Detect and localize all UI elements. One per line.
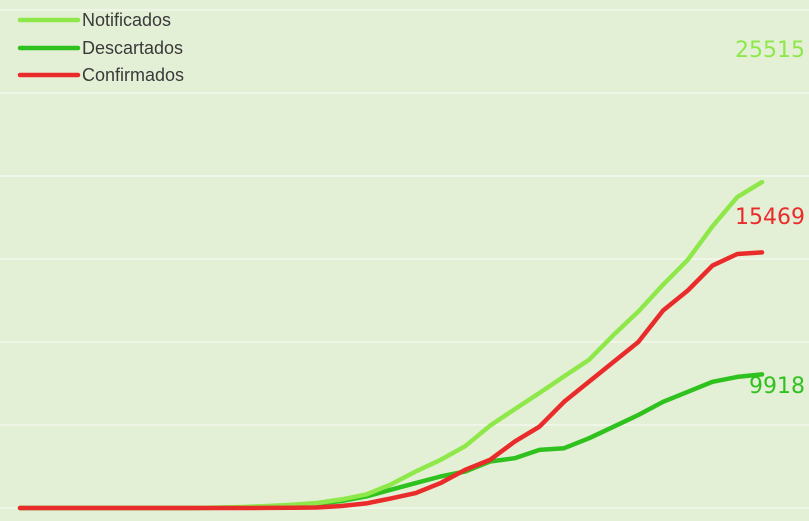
end-label-confirmados: 15469 — [735, 205, 805, 230]
series-line-confirmados — [17, 250, 765, 511]
legend-item-confirmados: Confirmados — [17, 65, 184, 85]
end-label-descartados: 9918 — [749, 374, 805, 399]
series-lines — [17, 179, 765, 511]
legend: Notificados Descartados Confirmados — [17, 10, 184, 85]
legend-label-descartados: Descartados — [82, 38, 183, 58]
legend-item-descartados: Descartados — [17, 38, 183, 58]
gridlines — [0, 9, 809, 509]
series-line-notificados — [17, 179, 765, 511]
series-line-descartados — [17, 372, 765, 511]
end-label-notificados: 25515 — [735, 38, 805, 63]
legend-label-confirmados: Confirmados — [82, 65, 184, 85]
legend-label-notificados: Notificados — [82, 10, 171, 30]
legend-item-notificados: Notificados — [17, 10, 171, 30]
